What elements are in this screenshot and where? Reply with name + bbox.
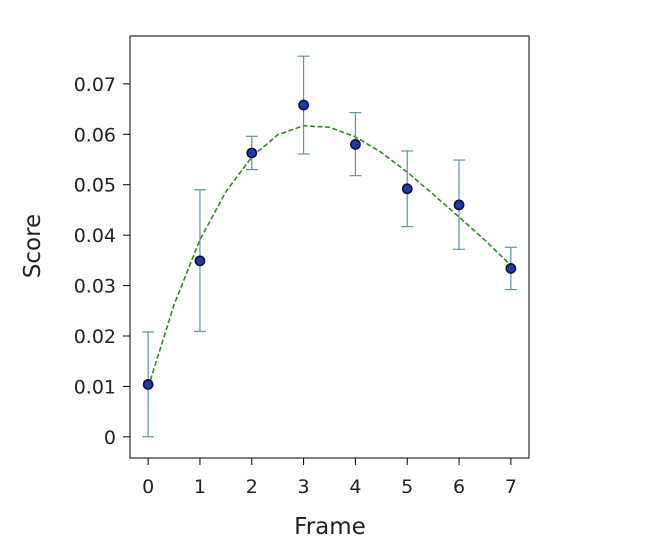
data-point-1 [194,255,206,267]
data-point-5 [401,183,413,195]
data-point-3 [298,99,309,111]
y-axis-title: Score [20,214,46,278]
x-tick-label-5: 5 [401,476,413,498]
x-axis-title: Frame [294,514,366,540]
y-tick-label-5: 0.05 [74,175,116,197]
fit-line [147,124,512,388]
error-bars [142,55,517,438]
x-tick-label-6: 6 [453,476,465,498]
x-tick-label-7: 7 [505,476,517,498]
fit-curve [147,124,512,388]
x-tick-label-0: 0 [142,476,154,498]
plot-frame [129,35,530,459]
x-tick-label-4: 4 [349,476,361,498]
x-tick-label-3: 3 [298,476,310,498]
x-axis: 0 1 2 3 4 5 6 7 [142,458,517,498]
x-tick-label-2: 2 [246,476,258,498]
data-point-0 [142,378,154,390]
y-tick-label-7: 0.07 [74,74,116,96]
data-point-7 [505,263,517,274]
data-points [142,99,517,390]
data-point-2 [246,147,258,159]
y-tick-label-2: 0.02 [74,326,116,348]
y-tick-label-1: 0.01 [74,376,116,398]
y-tick-label-4: 0.04 [74,225,116,247]
y-tick-label-3: 0.03 [74,276,116,298]
data-point-4 [350,138,361,150]
y-tick-label-6: 0.06 [74,124,116,146]
x-tick-label-1: 1 [194,476,206,498]
data-point-6 [453,199,465,211]
y-tick-label-0: 0 [104,427,116,449]
y-axis: 0 0.01 0.02 0.03 0.04 0.05 0.06 0.07 [74,74,130,449]
